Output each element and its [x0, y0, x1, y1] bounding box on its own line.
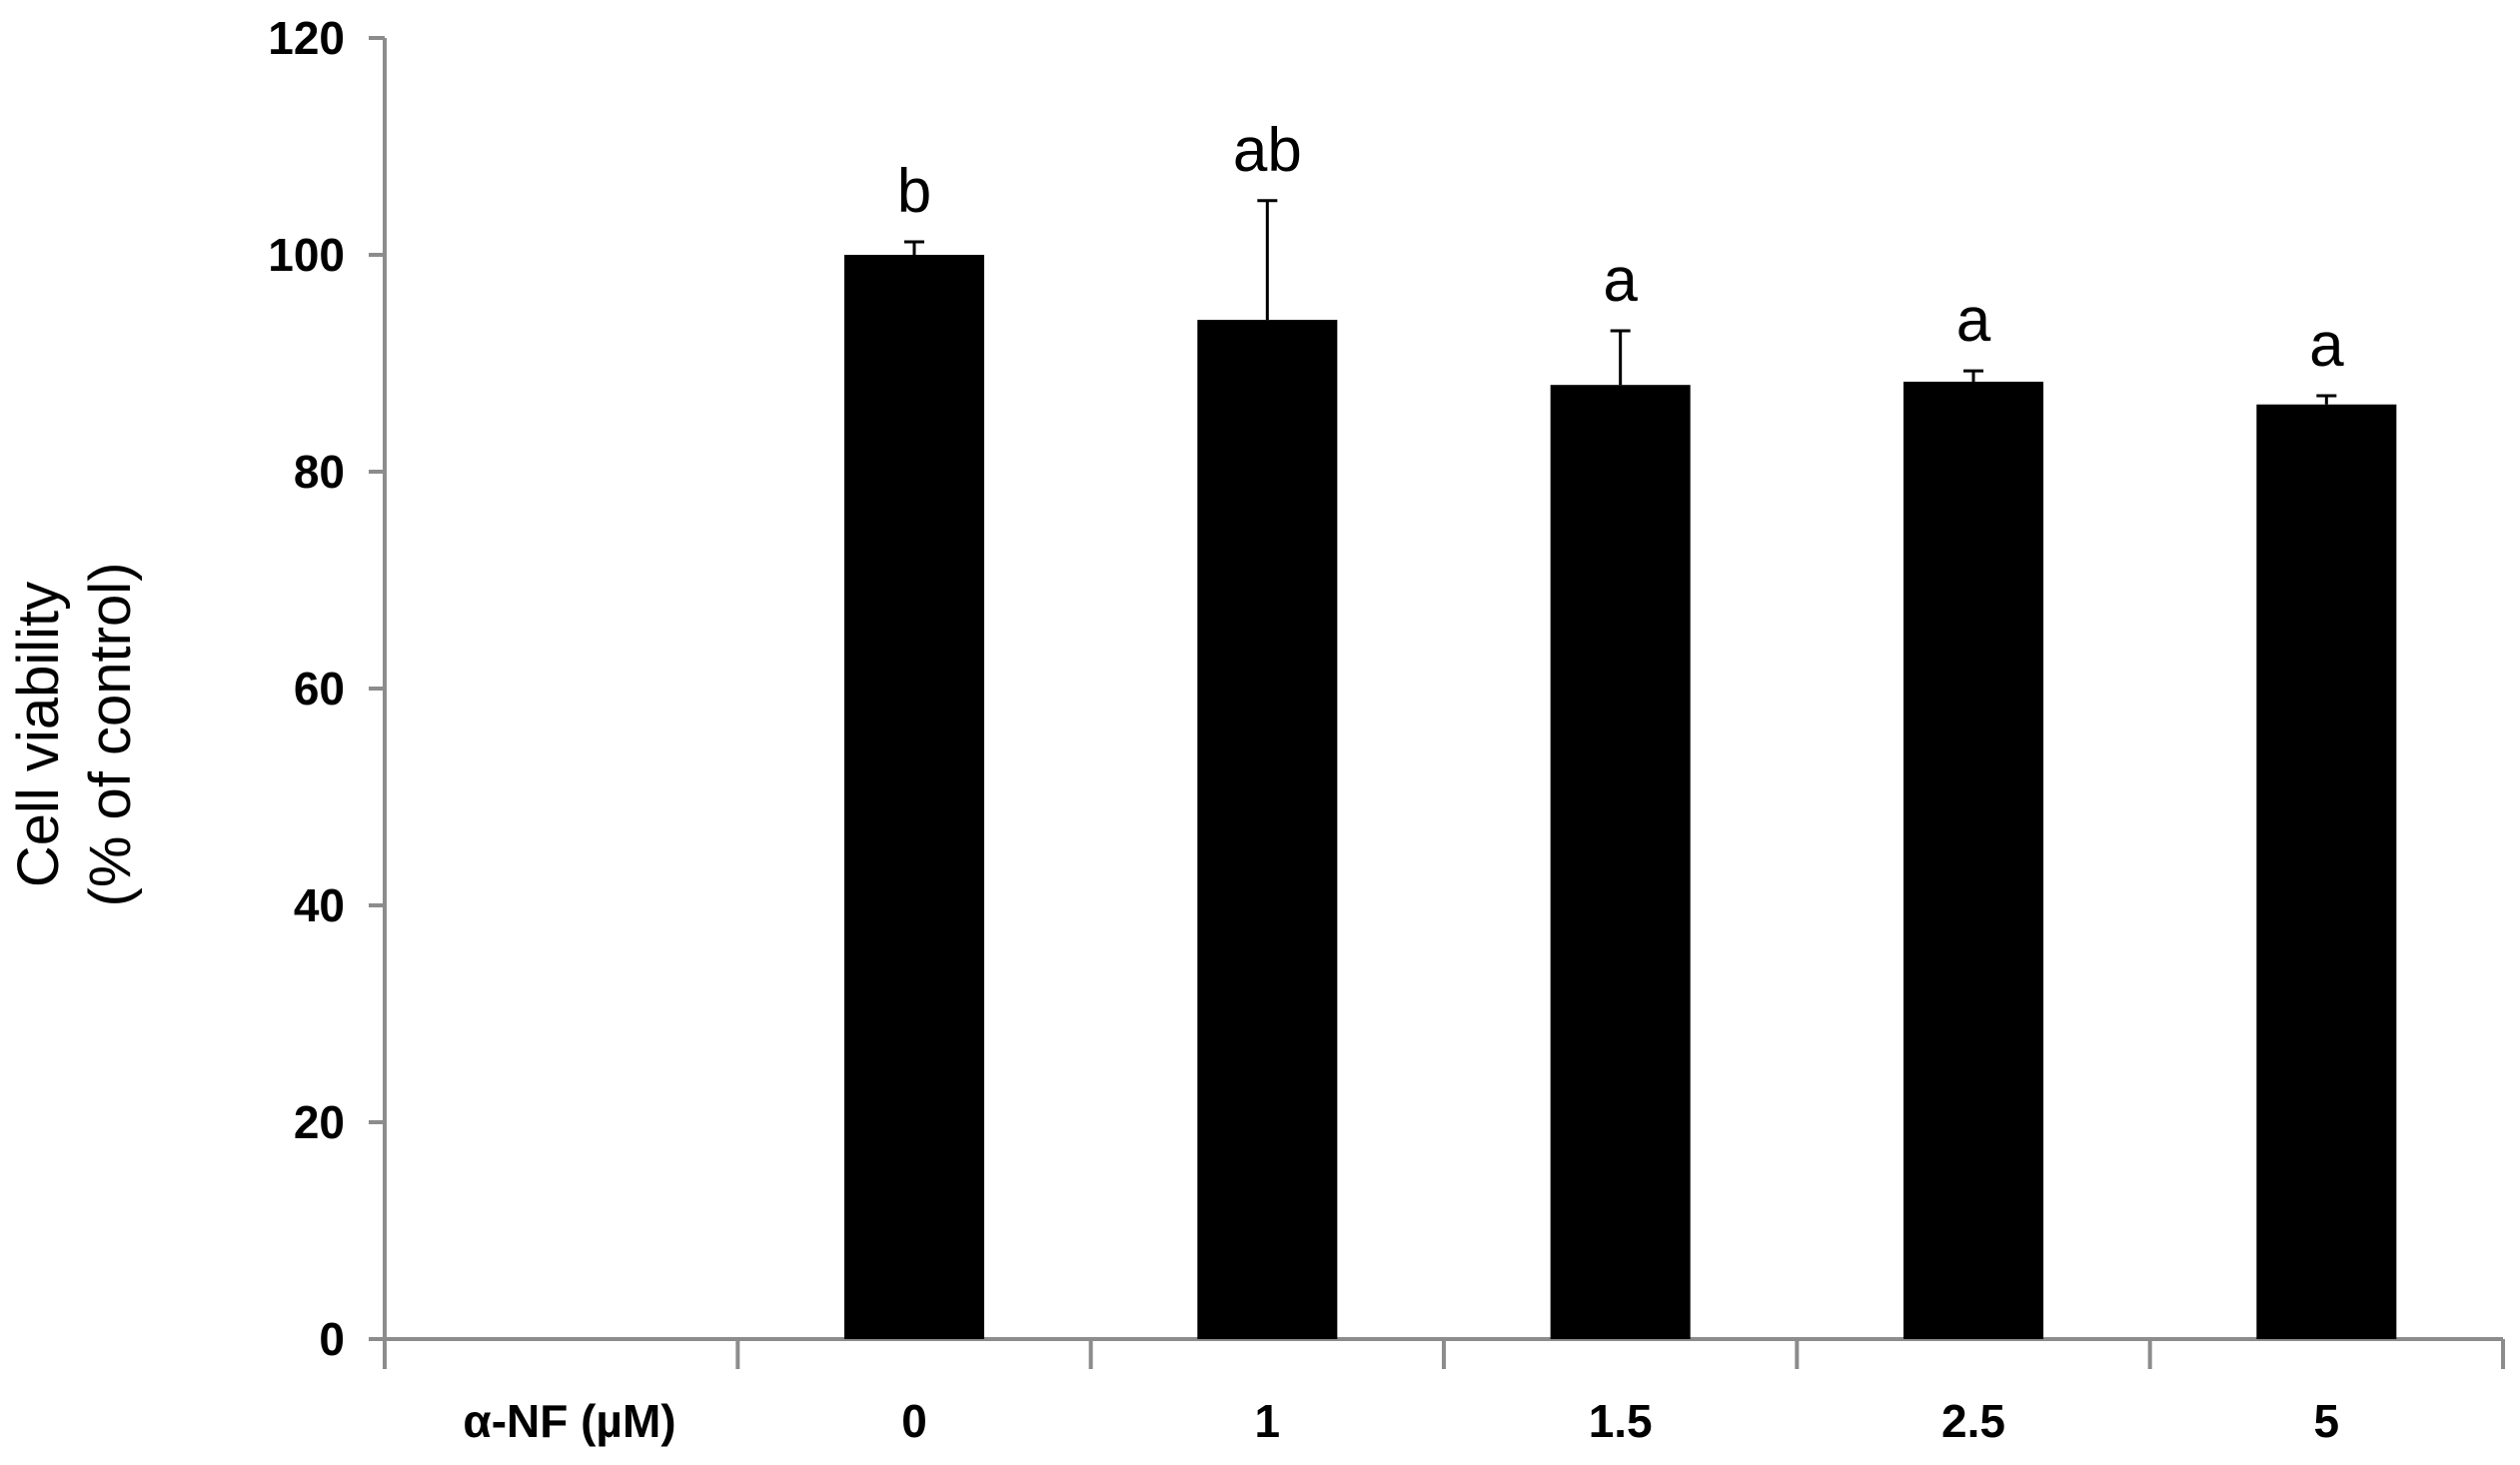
bar [1903, 381, 2043, 1339]
error-bars [904, 199, 2337, 405]
x-tick-label: 1.5 [1589, 1395, 1653, 1447]
y-tick-label: 40 [294, 879, 345, 931]
y-tick-label: 60 [294, 663, 345, 715]
y-axis-title-line1: Cell viability [6, 582, 71, 887]
bar [844, 255, 984, 1339]
significance-labels: b ab a a a [897, 116, 2344, 380]
x-tick-label: 1 [1255, 1395, 1281, 1447]
significance-label: a [2309, 311, 2344, 380]
y-tick-label: 100 [268, 229, 345, 281]
significance-label: a [1956, 286, 1991, 355]
significance-label: a [1603, 246, 1638, 315]
x-tick-label: 2.5 [1941, 1395, 2005, 1447]
y-tick-label: 0 [319, 1313, 345, 1365]
significance-label: ab [1233, 116, 1302, 185]
bar [1197, 320, 1338, 1340]
bar [1550, 385, 1691, 1339]
y-tick-label: 80 [294, 446, 345, 498]
y-axis: 0 20 40 60 80 100 120 [268, 12, 387, 1365]
y-axis-title: Cell viability (% of control) [6, 563, 143, 907]
x-axis: 0 1 1.5 2.5 5 [383, 1337, 2505, 1447]
x-tick-label: 0 [901, 1395, 927, 1447]
x-row-label: α-NF (µM) [463, 1395, 675, 1447]
y-tick-label: 20 [294, 1096, 345, 1148]
x-tick-label: 5 [2314, 1395, 2340, 1447]
significance-label: b [897, 157, 931, 226]
bars [844, 255, 2397, 1340]
bar [2256, 404, 2397, 1340]
y-axis-title-line2: (% of control) [78, 563, 143, 907]
y-tick-label: 120 [268, 12, 345, 64]
